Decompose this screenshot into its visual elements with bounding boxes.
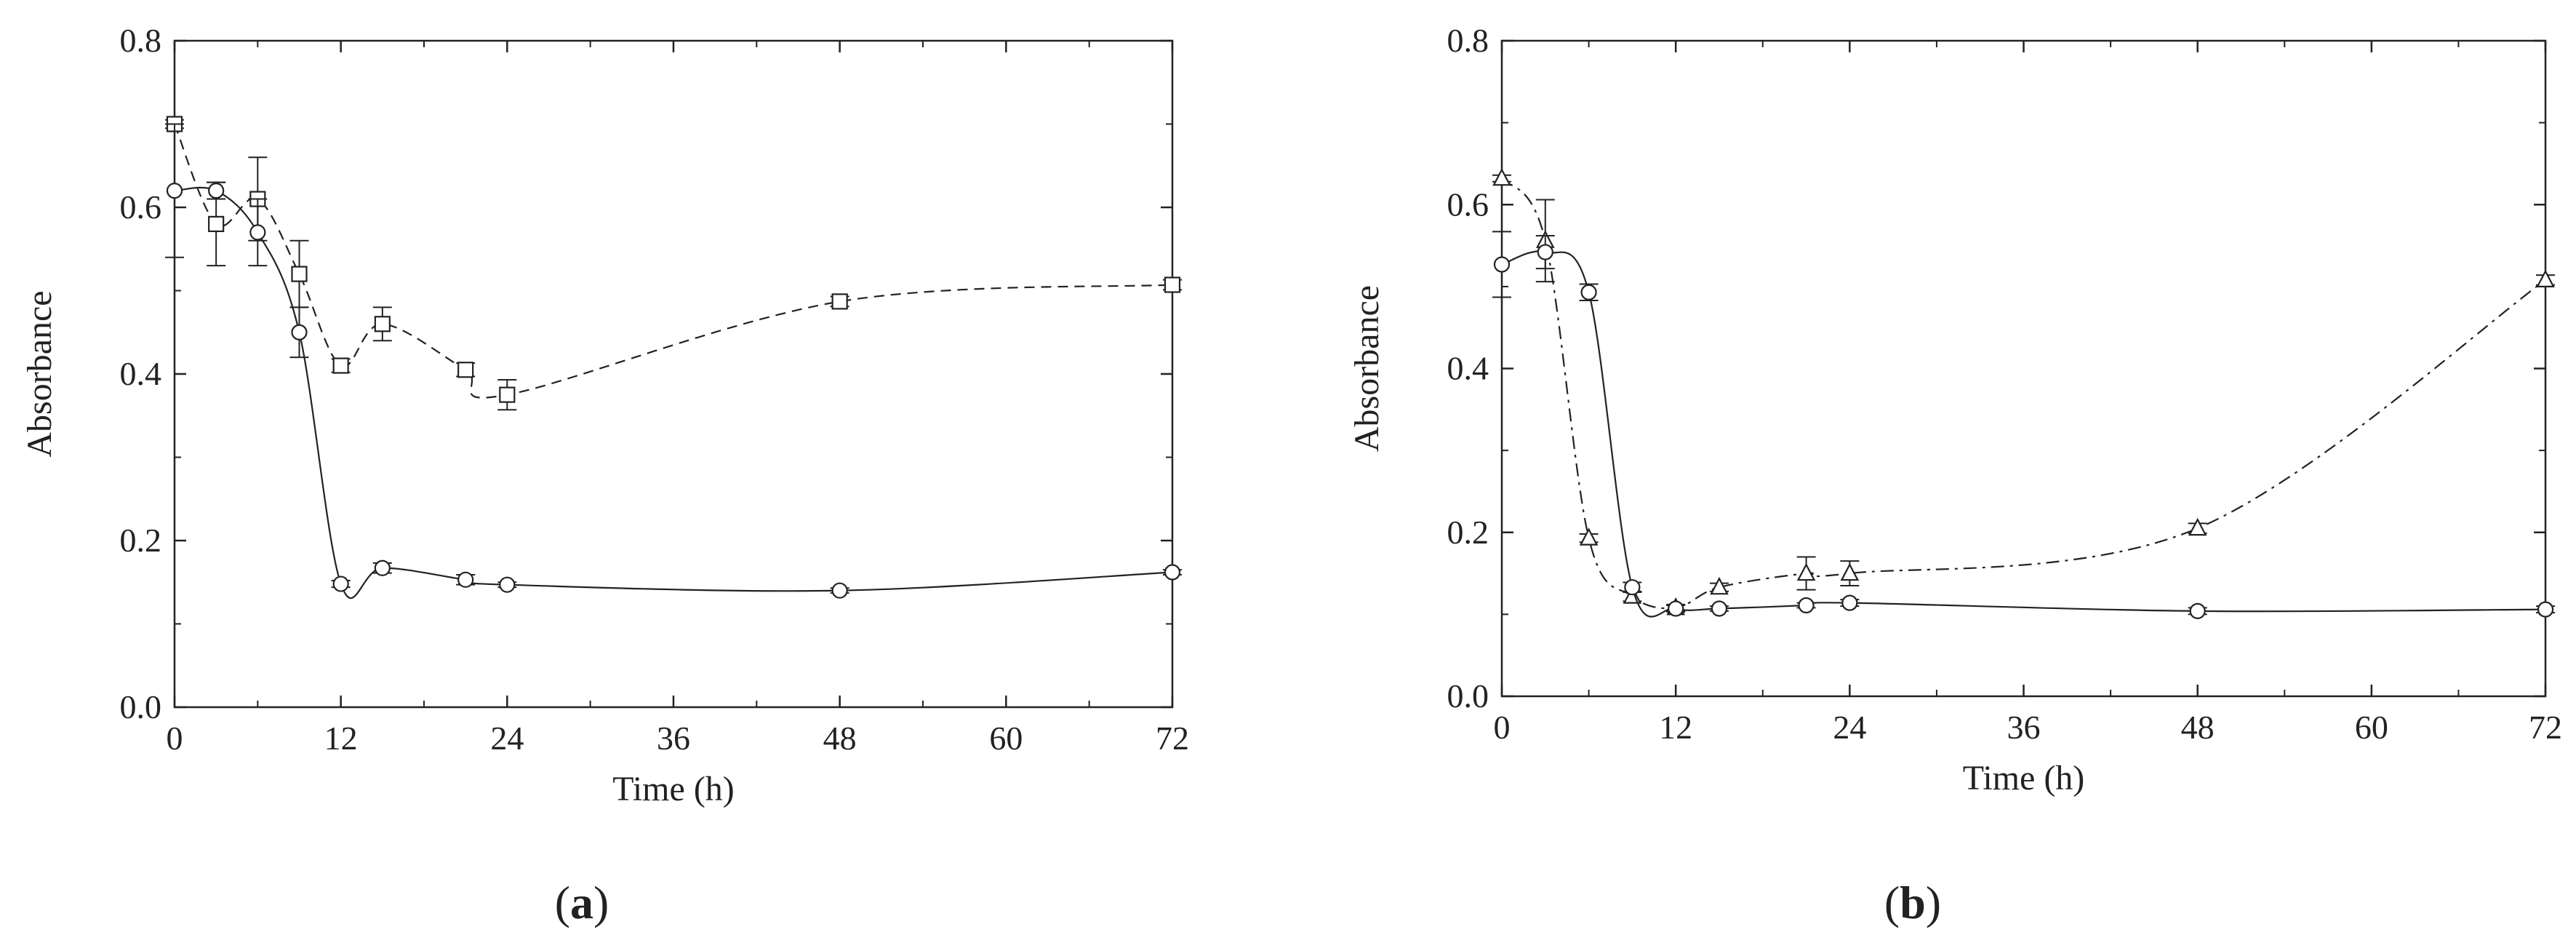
y-tick-label: 0.4 — [1447, 350, 1489, 387]
chart-panel-b: 0.0 0.2 0.4 0.6 0.8 0 12 24 36 48 60 72 Time (h) Abso… — [1348, 22, 2562, 928]
caption-letter: b — [1900, 877, 1926, 928]
data-point-circle — [831, 582, 848, 599]
caption-paren-close: ) — [593, 877, 609, 928]
series-triangle — [1492, 167, 2555, 616]
y-tick-label: 0.4 — [120, 355, 162, 392]
data-point-square — [1164, 276, 1181, 293]
y-tick-label: 0.2 — [120, 522, 162, 559]
data-point-circle — [2189, 602, 2206, 619]
data-point-circle — [291, 324, 308, 340]
data-point-circle — [457, 571, 474, 588]
x-tick-label: 0 — [1494, 709, 1511, 746]
data-point-square — [291, 266, 308, 282]
data-point-circle — [1493, 256, 1511, 273]
data-point-circle — [1580, 284, 1597, 300]
x-tick-label: 24 — [490, 720, 524, 757]
series-line-circle — [1501, 250, 2546, 618]
x-tick-label: 36 — [2007, 709, 2041, 746]
data-point-circle — [332, 575, 349, 592]
caption-letter: a — [570, 877, 593, 928]
series-line-square — [173, 124, 1173, 399]
x-tick-label: 12 — [324, 720, 358, 757]
x-tick-label: 60 — [989, 720, 1023, 757]
x-tick-label: 48 — [2181, 709, 2215, 746]
plot-frame — [173, 39, 1174, 709]
x-axis-title: Time (h) — [612, 770, 735, 808]
x-tick-label: 24 — [1833, 709, 1866, 746]
data-point-circle — [2537, 601, 2554, 618]
data-point-circle — [1537, 244, 1553, 260]
y-axis-title: Absorbance — [20, 290, 59, 457]
data-point-circle — [249, 224, 266, 241]
panel-caption: (a) — [555, 877, 609, 928]
y-axis-title: Absorbance — [1348, 285, 1386, 452]
data-point-circle — [1798, 597, 1815, 614]
data-point-triangle — [1710, 576, 1729, 595]
x-tick-label: 12 — [1659, 709, 1692, 746]
data-point-circle — [374, 559, 391, 576]
x-tick-label: 72 — [1156, 720, 1189, 757]
series-circle — [1492, 231, 2555, 619]
panel-caption: (b) — [1884, 877, 1941, 928]
data-point-circle — [208, 183, 225, 199]
series-line-circle — [174, 186, 1173, 599]
y-tick-label: 0.0 — [1447, 677, 1489, 714]
data-point-circle — [1668, 600, 1684, 617]
y-tick-label: 0.2 — [1447, 514, 1489, 551]
x-tick-label: 36 — [657, 720, 690, 757]
data-point-square — [332, 357, 349, 374]
data-point-circle — [166, 183, 183, 199]
chart-panel-a: 0.0 0.2 0.4 0.6 0.8 0 12 24 36 48 60 72 Time (h) Abso… — [20, 22, 1189, 928]
y-tick-label: 0.6 — [1447, 186, 1489, 223]
series-circle — [165, 123, 1182, 599]
data-point-square — [374, 316, 391, 332]
data-point-square — [457, 362, 474, 378]
data-point-circle — [1164, 564, 1181, 581]
series-line-triangle — [1501, 178, 2546, 610]
data-point-circle — [1711, 600, 1728, 617]
caption-paren-close: ) — [1926, 877, 1941, 928]
x-tick-label: 48 — [823, 720, 857, 757]
x-tick-label: 0 — [167, 720, 183, 757]
data-point-square — [208, 215, 225, 232]
data-point-triangle — [1492, 167, 1511, 186]
x-axis-title: Time (h) — [1963, 759, 2085, 797]
data-point-square — [831, 293, 848, 310]
y-tick-label: 0.8 — [1447, 22, 1489, 59]
plot-frame — [1500, 39, 2547, 698]
x-tick-label: 72 — [2529, 709, 2562, 746]
data-point-triangle — [1579, 527, 1599, 546]
caption-paren-open: ( — [555, 877, 570, 928]
caption-paren-open: ( — [1884, 877, 1900, 928]
y-tick-label: 0.6 — [120, 188, 162, 226]
data-point-triangle — [2536, 269, 2555, 287]
data-point-circle — [1841, 594, 1858, 611]
y-tick-label: 0.0 — [120, 688, 162, 725]
y-tick-label: 0.8 — [120, 22, 162, 59]
data-point-circle — [499, 576, 516, 593]
data-point-triangle — [1840, 562, 1860, 581]
data-point-square — [499, 386, 516, 403]
data-point-triangle — [2188, 517, 2207, 536]
series-square — [165, 116, 1182, 411]
data-point-triangle — [1796, 562, 1816, 581]
data-point-circle — [1624, 579, 1641, 596]
x-tick-label: 60 — [2355, 709, 2388, 746]
